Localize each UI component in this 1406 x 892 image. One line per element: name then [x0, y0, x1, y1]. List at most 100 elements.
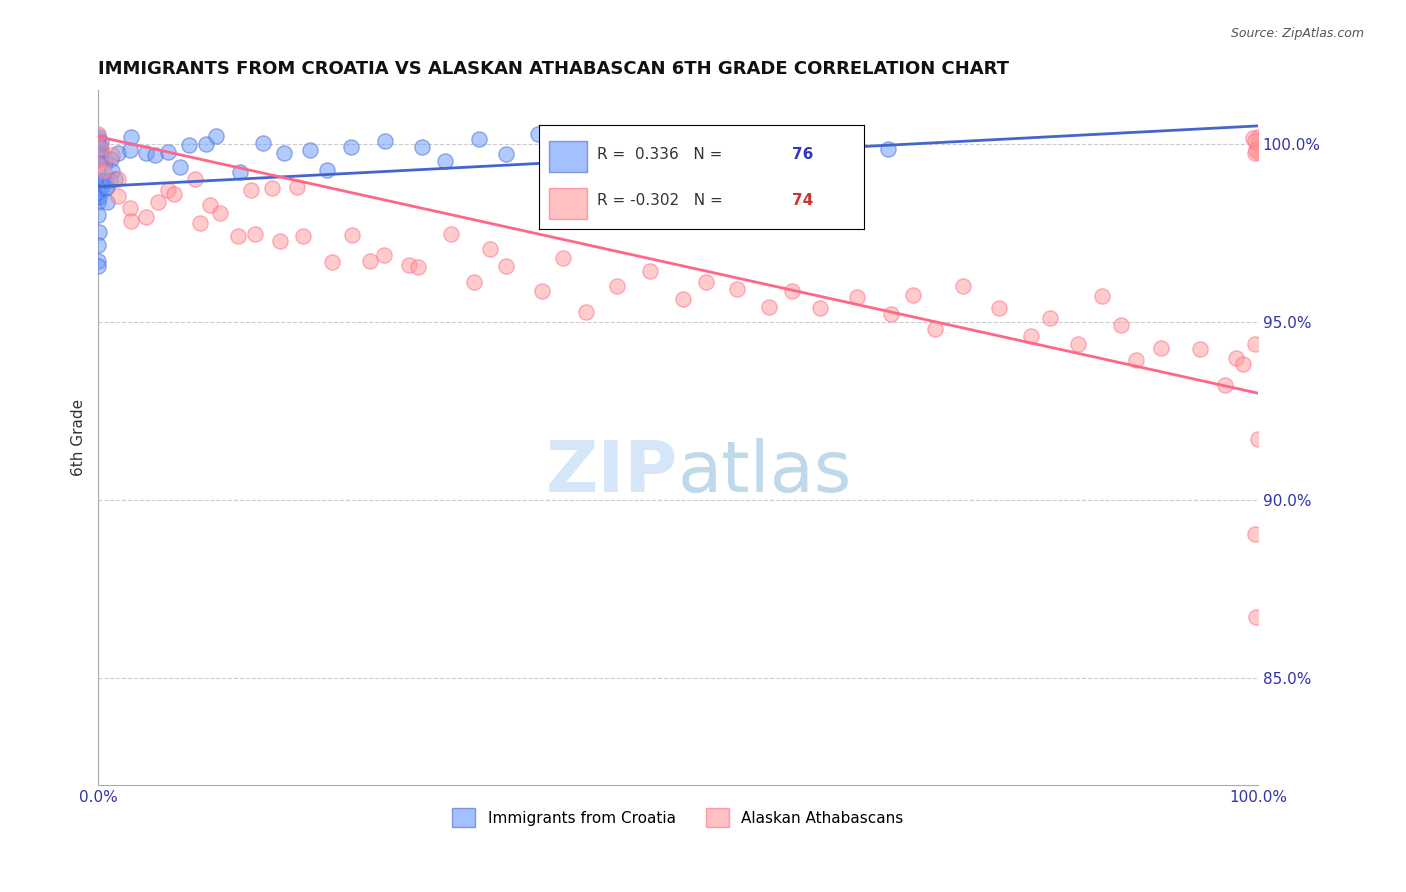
Point — [205, 128, 228, 143]
Point — [1213, 378, 1236, 392]
Y-axis label: 6th Grade: 6th Grade — [72, 399, 86, 476]
Point — [373, 247, 395, 261]
Text: atlas: atlas — [678, 438, 852, 507]
Point — [606, 144, 628, 158]
Point — [1150, 342, 1173, 356]
Point — [120, 214, 142, 228]
Point — [87, 195, 110, 210]
Point — [90, 145, 112, 160]
Point — [87, 128, 110, 143]
Point — [100, 173, 122, 187]
Point — [1067, 337, 1090, 351]
Point — [209, 206, 232, 220]
Point — [1243, 526, 1265, 541]
Point — [292, 229, 315, 244]
Point — [89, 190, 111, 204]
Point — [120, 130, 142, 145]
Point — [880, 307, 903, 321]
Point — [90, 135, 112, 149]
Point — [89, 140, 111, 154]
Point — [695, 275, 717, 289]
Point — [169, 161, 191, 175]
Point — [1243, 337, 1265, 351]
Point — [606, 278, 628, 293]
Point — [93, 164, 115, 178]
Point — [262, 181, 284, 195]
Point — [273, 145, 295, 160]
Point — [94, 181, 117, 195]
Point — [87, 238, 110, 252]
Point — [90, 146, 112, 161]
Point — [463, 275, 485, 289]
Point — [156, 145, 179, 159]
Point — [842, 135, 865, 149]
Point — [478, 242, 501, 256]
Point — [1247, 139, 1270, 153]
Point — [87, 189, 110, 203]
Text: ZIP: ZIP — [546, 438, 678, 507]
Point — [157, 182, 180, 196]
Point — [495, 146, 517, 161]
Point — [440, 227, 463, 242]
Point — [89, 153, 111, 168]
Point — [1019, 329, 1042, 343]
Point — [118, 201, 141, 215]
Legend: Immigrants from Croatia, Alaskan Athabascans: Immigrants from Croatia, Alaskan Athabas… — [446, 802, 910, 833]
Point — [104, 172, 127, 186]
Point — [100, 152, 122, 166]
Point — [87, 175, 110, 189]
Point — [163, 187, 186, 202]
Point — [89, 147, 111, 161]
Point — [495, 260, 517, 274]
Point — [671, 292, 693, 306]
Point — [468, 132, 491, 146]
Point — [727, 282, 749, 296]
Point — [1109, 318, 1132, 333]
Point — [1241, 131, 1264, 145]
Point — [146, 194, 169, 209]
Point — [645, 141, 668, 155]
Point — [143, 147, 166, 161]
Point — [87, 180, 110, 194]
Point — [93, 173, 115, 187]
Point — [200, 198, 222, 212]
Point — [87, 157, 110, 171]
Point — [526, 127, 548, 141]
Point — [780, 284, 803, 298]
Point — [87, 225, 110, 239]
Point — [177, 138, 200, 153]
Point — [924, 322, 946, 336]
Point — [135, 146, 157, 161]
Point — [1232, 357, 1254, 371]
Text: IMMIGRANTS FROM CROATIA VS ALASKAN ATHABASCAN 6TH GRADE CORRELATION CHART: IMMIGRANTS FROM CROATIA VS ALASKAN ATHAB… — [98, 60, 1010, 78]
Point — [693, 146, 716, 161]
Point — [107, 172, 129, 186]
Point — [586, 142, 609, 156]
Point — [952, 279, 974, 293]
Point — [90, 152, 112, 166]
Point — [434, 154, 457, 169]
Point — [820, 141, 842, 155]
Point — [551, 251, 574, 265]
Point — [758, 300, 780, 314]
Point — [87, 253, 110, 268]
Point — [359, 254, 381, 268]
Point — [239, 183, 262, 197]
Point — [87, 127, 110, 141]
Point — [411, 140, 433, 154]
Point — [550, 145, 572, 159]
Point — [87, 185, 110, 199]
Point — [1225, 351, 1247, 366]
Point — [87, 186, 110, 200]
Point — [87, 134, 110, 148]
Point — [107, 146, 129, 161]
Point — [1247, 432, 1270, 446]
Point — [90, 141, 112, 155]
Point — [89, 149, 111, 163]
Point — [374, 134, 396, 148]
Text: Source: ZipAtlas.com: Source: ZipAtlas.com — [1230, 27, 1364, 40]
Point — [408, 260, 430, 275]
Point — [638, 264, 661, 278]
Point — [298, 143, 321, 157]
Point — [188, 216, 211, 230]
